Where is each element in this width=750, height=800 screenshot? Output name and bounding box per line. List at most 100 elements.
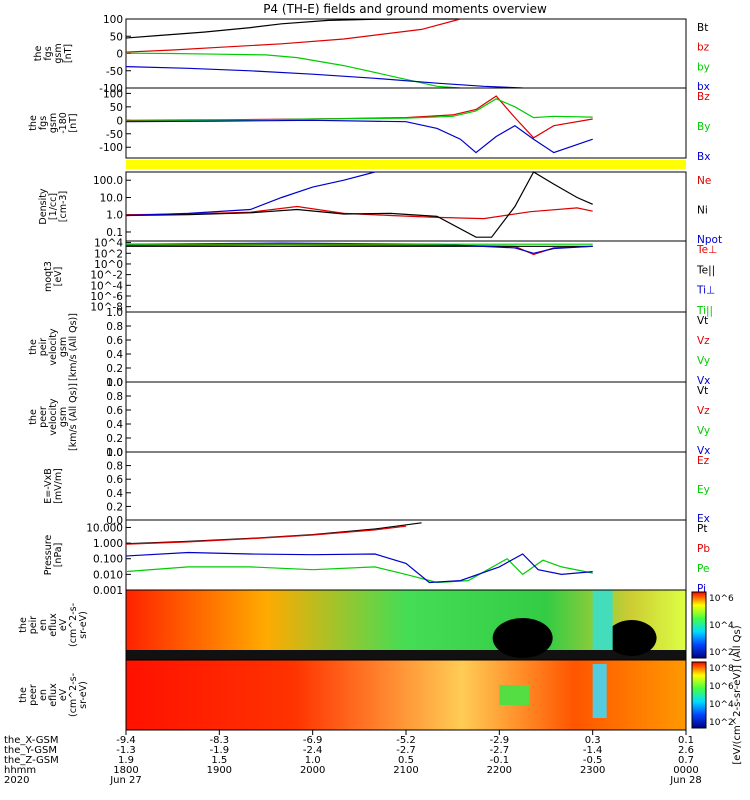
x-tick-label: -1.9 bbox=[210, 745, 230, 756]
colorbar-tick-label: 10^8 bbox=[709, 664, 734, 674]
y-axis-label: the bbox=[28, 115, 39, 131]
x-tick-label: -2.7 bbox=[396, 745, 416, 756]
y-axis-label: eflux bbox=[48, 683, 59, 707]
y-tick-label: 1.0 bbox=[106, 377, 123, 389]
y-tick-label: 0.8 bbox=[106, 321, 123, 333]
y-tick-label: 0.2 bbox=[106, 433, 123, 445]
y-axis-label: Density bbox=[38, 188, 49, 224]
series-Bx-line bbox=[125, 119, 593, 154]
bar-region bbox=[126, 160, 686, 169]
panel-frame bbox=[125, 311, 687, 383]
y-axis-label: [km/s (All Qs)] bbox=[68, 383, 79, 451]
colorbar-tick-label: 10^6 bbox=[709, 682, 734, 692]
x-tick-label: -1.3 bbox=[116, 745, 136, 756]
series-bz-line bbox=[125, 18, 461, 53]
x-tick-label: 1.5 bbox=[211, 755, 227, 766]
x-tick-label: -0.5 bbox=[583, 755, 603, 766]
spectrogram-void bbox=[492, 618, 553, 658]
y-axis-label: en bbox=[38, 619, 49, 631]
y-tick-label: 10.0 bbox=[100, 192, 123, 204]
y-axis-label: velocity bbox=[48, 398, 59, 436]
y-tick-label: 50 bbox=[110, 31, 123, 43]
y-axis-label: [nPa] bbox=[53, 543, 64, 568]
colorbar bbox=[691, 591, 707, 659]
x-tick-label: 0.7 bbox=[678, 755, 694, 766]
x-tick-label: -9.4 bbox=[116, 735, 136, 746]
y-axis-label: (cm^2-s- bbox=[68, 673, 79, 717]
legend-Pe: Pe bbox=[697, 563, 709, 575]
x-tick-label: 2.6 bbox=[678, 745, 694, 756]
y-tick-label: 10^2 bbox=[94, 248, 123, 260]
series-Ni-line bbox=[125, 171, 593, 238]
legend-Ey: Ey bbox=[697, 484, 710, 496]
panel-6: 1.0 0.80.6 0.40.2 0.0 Ez Ey Ex E=-VxB [mV/m] bbox=[43, 447, 710, 527]
legend-Vy: Vy bbox=[697, 355, 710, 367]
y-axis-label: the bbox=[33, 46, 44, 62]
y-tick-label: 0 bbox=[116, 49, 123, 61]
y-tick-label: 0 bbox=[116, 115, 123, 127]
legend-Vt: Vt bbox=[697, 385, 708, 397]
y-tick-label: 0.4 bbox=[106, 488, 123, 500]
x-tick-label: -2.9 bbox=[490, 735, 510, 746]
y-axis-label: gsm bbox=[53, 43, 64, 63]
legend-Te||: Te|| bbox=[696, 264, 715, 276]
y-axis-label: fgs bbox=[38, 116, 49, 130]
legend-Bx: Bx bbox=[697, 151, 710, 163]
panel-frame bbox=[125, 171, 687, 242]
x-tick-label: 1800 bbox=[113, 765, 138, 776]
colorbar-tick-label: 10^4 bbox=[709, 621, 734, 631]
legend-By: By bbox=[697, 121, 710, 133]
panel-4: 1.0 0.8 0.6 0.4 0.2 0.0 Vt Vz Vy Vx the peir velocit… bbox=[28, 307, 710, 389]
y-tick-label: 10^-6 bbox=[90, 291, 123, 303]
panel-8: 10^6 10^4 10^2 the peir en eflux eV (cm^2-s-sr-e… bbox=[18, 589, 734, 661]
y-axis-label: gsm bbox=[58, 337, 69, 357]
panel-3: 10^410^210^010^-210^-410^-610^-8 Te⊥ Te|| T… bbox=[43, 238, 717, 317]
y-axis-label: fgs bbox=[43, 46, 54, 60]
y-axis-label: [eV] bbox=[53, 267, 64, 287]
legend-Vt: Vt bbox=[697, 315, 708, 327]
y-axis-label: eflux bbox=[48, 613, 59, 637]
y-axis-label: en bbox=[38, 689, 49, 701]
y-tick-label: -100 bbox=[99, 83, 123, 95]
panel-9: 10^8 10^6 10^4 10^2 the peer en eflux eV (cm^2-s-… bbox=[18, 659, 734, 731]
y-tick-label: 0.4 bbox=[106, 419, 123, 431]
spectrogram-dark-band bbox=[126, 650, 686, 660]
y-tick-label: 1.0 bbox=[106, 210, 123, 222]
y-tick-label: 0.4 bbox=[106, 349, 123, 361]
x-tick-label: Jun 28 bbox=[669, 775, 702, 786]
y-axis-label: [1/cc] bbox=[48, 193, 59, 220]
spectrogram-column bbox=[592, 664, 607, 718]
y-axis-label: [km/s (All Qs)] bbox=[68, 313, 79, 381]
y-axis-label: [nT] bbox=[63, 44, 74, 63]
x-tick-label: 2300 bbox=[580, 765, 605, 776]
y-tick-label: 10^-4 bbox=[90, 280, 123, 292]
x-tick-label: 2200 bbox=[487, 765, 512, 776]
x-tick-label: -0.1 bbox=[490, 755, 510, 766]
colorbar-label: [eV/(cm^2-s-sr-eV)] (All Qs) bbox=[732, 625, 743, 764]
y-axis-label: moqt3 bbox=[43, 261, 54, 292]
panel-1: 100 500 -50-100 Bz By Bx the fgs gsm -180 [nT] bbox=[28, 87, 710, 163]
x-tick-label: -2.4 bbox=[303, 745, 323, 756]
y-tick-label: 1.0 bbox=[106, 307, 123, 319]
y-tick-label: 0.8 bbox=[106, 391, 123, 403]
y-axis-label: -180 bbox=[58, 112, 69, 134]
legend-Vx: Vx bbox=[697, 445, 710, 457]
y-tick-label: 0.6 bbox=[106, 474, 123, 486]
legend-Vz: Vz bbox=[697, 405, 710, 417]
x-tick-label: 1.0 bbox=[305, 755, 321, 766]
series-Pi-line bbox=[125, 551, 593, 584]
y-tick-label: 0.001 bbox=[93, 585, 123, 597]
y-axis-label: peir bbox=[28, 616, 39, 635]
series-bx-line bbox=[125, 66, 523, 89]
y-axis-label: [cm-3] bbox=[58, 191, 69, 222]
legend-Ez: Ez bbox=[697, 455, 710, 467]
x-row-label: hhmm bbox=[4, 765, 36, 776]
colorbar-tick-label: 10^2 bbox=[709, 648, 734, 658]
y-tick-label: 100 bbox=[103, 88, 123, 100]
y-tick-label: -50 bbox=[106, 129, 123, 141]
panel-frame bbox=[125, 381, 687, 453]
legend-Vz: Vz bbox=[697, 335, 710, 347]
x-row-label: the_Z-GSM bbox=[4, 755, 59, 766]
y-axis-label: E=-VxB bbox=[43, 468, 54, 503]
